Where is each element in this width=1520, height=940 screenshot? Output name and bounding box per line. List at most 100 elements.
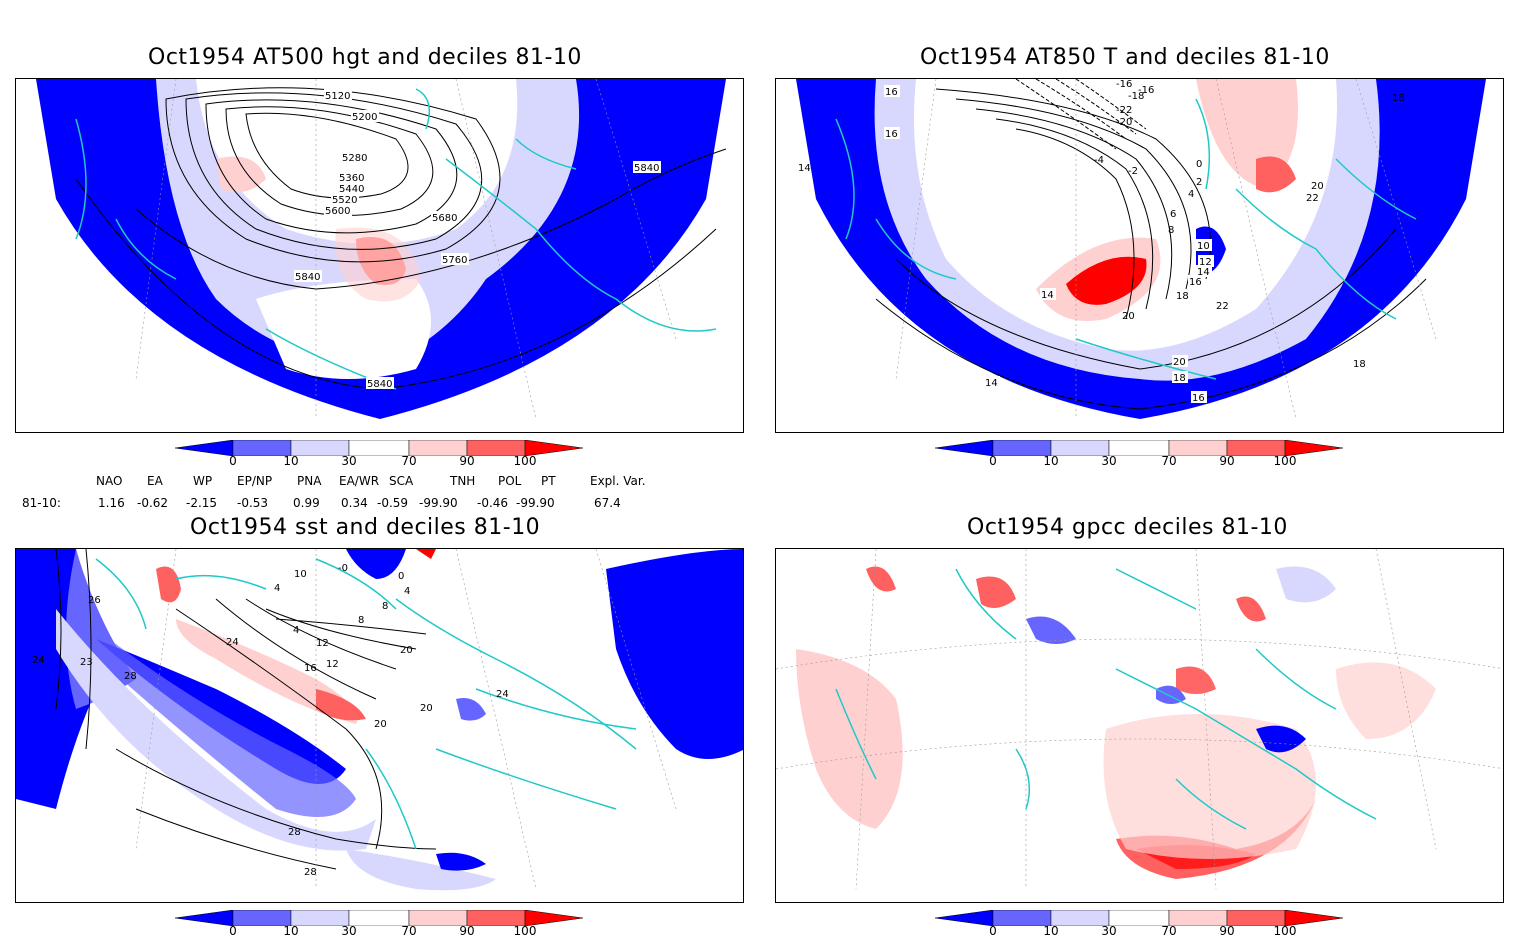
index-value: 0.99	[293, 496, 320, 510]
contour-label: 4	[293, 625, 299, 636]
map-sst-canvas: -0 10 0 4 4 8 4 8 12 16 20 24 20 24 12 2…	[16, 549, 743, 891]
colorbar-sst: 0 10 30 70 90 100	[174, 909, 585, 940]
contour-label: 2	[1196, 177, 1202, 188]
contour-label: -4	[1094, 155, 1104, 166]
contour-label: 16	[885, 87, 898, 98]
index-value: 1.16	[98, 496, 125, 510]
contour-label: 12	[326, 659, 339, 670]
colorbar-label: 30	[1101, 924, 1117, 938]
colorbar-label: 10	[1043, 924, 1059, 938]
colorbar-label: 70	[401, 454, 417, 468]
contour-label: 4	[274, 583, 280, 594]
colorbar-label: 70	[1161, 924, 1177, 938]
contour-label: 23	[80, 657, 93, 668]
contour-label: 16	[1192, 393, 1205, 404]
contour-label: 5120	[325, 91, 350, 102]
contour-label: 20	[374, 719, 387, 730]
contour-label: 18	[1176, 291, 1189, 302]
contour-label: 12	[1199, 257, 1212, 268]
contour-label: 14	[798, 163, 811, 174]
map-hgt500: 5120 5200 5280 5360 5440 5520 5600 5680 …	[15, 78, 744, 433]
contour-label: 24	[226, 637, 239, 648]
contour-label: 5200	[352, 112, 377, 123]
contour-label: 16	[1189, 277, 1202, 288]
colorbar-label: 30	[1101, 454, 1117, 468]
colorbar-hgt500-bar	[174, 439, 584, 457]
contour-label: 26	[88, 595, 101, 606]
contour-label: 4	[1188, 189, 1194, 200]
map-gpcc	[775, 548, 1504, 903]
index-header: EP/NP	[237, 474, 273, 488]
index-value: -99.90	[516, 496, 555, 510]
contour-label: 12	[316, 638, 329, 649]
index-value-row: 81-10: 1.16 -0.62 -2.15 -0.53 0.99 0.34 …	[0, 496, 760, 512]
contour-label: 22	[1216, 301, 1229, 312]
contour-label: 22	[1306, 193, 1319, 204]
colorbar-label: 30	[341, 924, 357, 938]
contour-label: 4	[404, 586, 410, 597]
contour-label: -0	[338, 563, 348, 574]
panel-title-t850: Oct1954 AT850 T and deciles 81-10	[920, 45, 1330, 70]
contour-label: 18	[1173, 373, 1186, 384]
contour-label: 8	[382, 601, 388, 612]
contour-label: 20	[1173, 357, 1186, 368]
contour-label: -2	[1128, 166, 1138, 177]
contour-label: 14	[1041, 290, 1054, 301]
map-hgt500-canvas: 5120 5200 5280 5360 5440 5520 5600 5680 …	[36, 79, 727, 420]
contour-label: 16	[304, 663, 317, 674]
colorbar-label: 70	[1161, 454, 1177, 468]
colorbar-label: 100	[513, 924, 537, 938]
index-row-label: 81-10:	[22, 496, 61, 510]
colorbar-label: 0	[989, 454, 997, 468]
contour-label: 5840	[367, 379, 392, 390]
index-header: PT	[541, 474, 556, 488]
contour-label: 24	[496, 689, 509, 700]
index-value: -0.53	[237, 496, 269, 510]
colorbar-t850-bar	[934, 439, 1344, 457]
colorbar-label: 100	[1273, 454, 1297, 468]
map-sst: -0 10 0 4 4 8 4 8 12 16 20 24 20 24 12 2…	[15, 548, 744, 903]
panel-title-gpcc: Oct1954 gpcc deciles 81-10	[967, 515, 1288, 540]
contour-label: 10	[294, 569, 307, 580]
colorbar-gpcc: 0 10 30 70 90 100	[934, 909, 1345, 940]
colorbar-t850: 0 10 30 70 90 100	[934, 439, 1345, 472]
index-value: -0.62	[137, 496, 169, 510]
contour-label: -16	[1116, 79, 1132, 90]
contour-label: 20	[1122, 311, 1135, 322]
contour-label: 20	[400, 645, 413, 656]
contour-label: 18	[1392, 93, 1405, 104]
map-t850: -16 -16 -18 -22 -20 -4 -2 0 2 4 6 8 10 1…	[775, 78, 1504, 433]
colorbar-label: 0	[229, 454, 237, 468]
index-value: -0.59	[377, 496, 409, 510]
index-header: SCA	[389, 474, 414, 488]
contour-label: 6	[1170, 209, 1176, 220]
index-value: -99.90	[419, 496, 458, 510]
index-header: WP	[193, 474, 213, 488]
contour-label: 14	[1197, 267, 1210, 278]
index-value: 0.34	[341, 496, 368, 510]
contour-label: 28	[304, 867, 317, 878]
index-value: -0.46	[477, 496, 509, 510]
index-value: -2.15	[186, 496, 218, 510]
colorbar-gpcc-bar	[934, 909, 1344, 927]
index-header: Expl. Var.	[590, 474, 646, 488]
index-header: TNH	[450, 474, 476, 488]
index-header: EA	[147, 474, 163, 488]
contour-label: -20	[1116, 117, 1132, 128]
index-header: EA/WR	[339, 474, 380, 488]
contour-label: 28	[124, 671, 137, 682]
index-header: POL	[498, 474, 522, 488]
colorbar-label: 0	[989, 924, 997, 938]
colorbar-label: 100	[513, 454, 537, 468]
contour-label: 5600	[325, 206, 350, 217]
panel-title-sst: Oct1954 sst and deciles 81-10	[190, 515, 541, 540]
contour-label: 5520	[332, 195, 357, 206]
contour-label: 8	[1168, 225, 1174, 236]
contour-label: 5760	[442, 255, 467, 266]
map-t850-canvas: -16 -16 -18 -22 -20 -4 -2 0 2 4 6 8 10 1…	[796, 79, 1486, 420]
contour-label: 0	[1196, 159, 1202, 170]
colorbar-label: 100	[1273, 924, 1297, 938]
colorbar-label: 90	[459, 924, 475, 938]
contour-label: 16	[885, 129, 898, 140]
colorbar-label: 70	[401, 924, 417, 938]
